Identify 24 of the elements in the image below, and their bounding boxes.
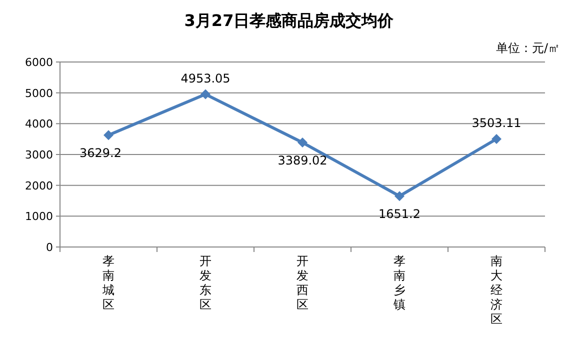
- data-label: 4953.05: [180, 71, 230, 86]
- x-tick-label: 孝南乡镇: [392, 254, 406, 312]
- y-tick-label: 2000: [25, 179, 53, 192]
- y-tick-label: 6000: [25, 56, 53, 69]
- x-tick-label: 开发西区: [296, 254, 308, 312]
- data-label: 3629.2: [80, 146, 122, 160]
- point: [492, 134, 502, 144]
- y-tick-label: 0: [46, 241, 53, 254]
- data-label: 3503.11: [472, 116, 522, 130]
- data-label: 1651.2: [378, 207, 420, 222]
- point: [104, 130, 114, 140]
- point: [298, 138, 308, 148]
- text: 单位：元/㎡: [496, 41, 560, 55]
- x-tick-label: 南大经济区: [490, 254, 502, 326]
- y-tick-label: 1000: [25, 210, 53, 224]
- y-tick-label: 5000: [25, 86, 53, 100]
- y-tick-label: 4000: [25, 118, 53, 131]
- point: [394, 191, 404, 202]
- y-tick-label: 3000: [25, 148, 53, 162]
- point: [200, 89, 210, 100]
- chart-title: 3月27日孝感商品房成交均价: [184, 11, 395, 30]
- x-tick-label: 开发东区: [200, 254, 212, 312]
- x-tick-label: 孝南城区: [102, 254, 114, 312]
- data-label: 3389.02: [278, 154, 328, 168]
